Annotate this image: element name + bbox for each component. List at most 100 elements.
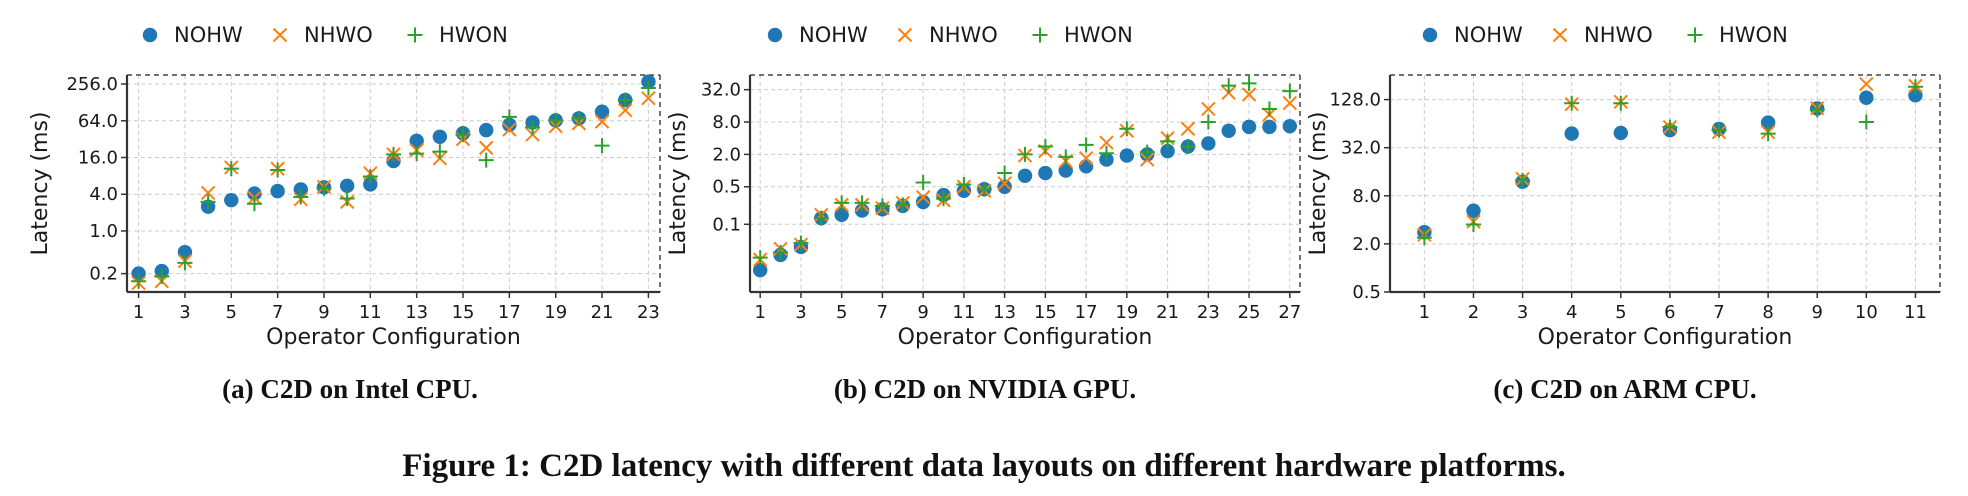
figure-caption: Figure 1: C2D latency with different dat… bbox=[402, 448, 1565, 484]
data-point-nohw bbox=[915, 194, 931, 210]
data-point-nohw bbox=[1282, 118, 1298, 134]
data-point-hwon bbox=[1261, 101, 1277, 117]
data-point-hwon bbox=[386, 146, 401, 162]
data-point-hwon bbox=[773, 244, 789, 260]
y-tick-label: 0.5 bbox=[1352, 282, 1381, 303]
data-point-hwon bbox=[1564, 95, 1580, 111]
data-point-hwon bbox=[1180, 139, 1196, 155]
data-point-hwon bbox=[936, 191, 952, 207]
data-point-hwon bbox=[1017, 146, 1033, 162]
data-point-hwon bbox=[895, 197, 911, 213]
data-point-nohw bbox=[131, 266, 146, 281]
y-tick-label: 2.0 bbox=[1352, 234, 1381, 255]
data-point-hwon bbox=[1221, 78, 1237, 94]
y-tick-label: 0.5 bbox=[712, 177, 741, 198]
data-point-hwon bbox=[915, 174, 931, 190]
legend-marker-nhwo bbox=[272, 27, 288, 43]
data-point-hwon bbox=[854, 195, 870, 211]
data-point-hwon bbox=[200, 194, 216, 210]
data-point-hwon bbox=[525, 119, 541, 135]
legend-marker-nohw bbox=[1422, 27, 1438, 43]
y-tick-label: 32.0 bbox=[1341, 138, 1381, 159]
data-point-nhwo bbox=[594, 114, 610, 129]
x-tick-label: 3 bbox=[179, 302, 190, 323]
legend-marker-nohw bbox=[142, 27, 158, 43]
data-point-nohw bbox=[409, 133, 424, 149]
data-point-nohw bbox=[363, 177, 378, 192]
x-axis-title: Operator Configuration bbox=[266, 325, 521, 350]
legend-label: NOHW bbox=[174, 23, 243, 47]
x-tick-label: 9 bbox=[318, 302, 329, 323]
x-tick-label: 1 bbox=[1419, 302, 1430, 323]
data-point-nohw bbox=[1241, 119, 1257, 135]
y-tick-label: 16.0 bbox=[78, 148, 118, 169]
data-point-hwon bbox=[956, 177, 972, 193]
data-point-nohw bbox=[1221, 123, 1236, 138]
data-point-nohw bbox=[1119, 148, 1135, 163]
data-point-nohw bbox=[247, 186, 262, 201]
data-point-hwon bbox=[640, 80, 656, 96]
x-tick-label: 27 bbox=[1278, 302, 1301, 323]
data-point-nhwo bbox=[1282, 95, 1298, 111]
data-point-hwon bbox=[874, 198, 890, 214]
data-point-hwon bbox=[1858, 114, 1874, 130]
x-tick-label: 5 bbox=[836, 302, 847, 323]
data-point-hwon bbox=[1058, 149, 1074, 165]
data-point-nhwo bbox=[618, 103, 633, 118]
x-tick-label: 21 bbox=[1156, 302, 1179, 323]
data-point-hwon bbox=[1037, 139, 1053, 155]
legend-marker-nohw bbox=[767, 27, 783, 43]
data-point-nohw bbox=[997, 179, 1012, 194]
data-point-hwon bbox=[1200, 114, 1216, 130]
data-point-hwon bbox=[1662, 119, 1678, 135]
data-point-hwon bbox=[293, 189, 309, 205]
x-tick-label: 17 bbox=[1075, 302, 1098, 323]
legend: NOHW NHWO HWON bbox=[142, 23, 508, 47]
data-point-nohw bbox=[177, 244, 193, 260]
data-point-nohw bbox=[1038, 165, 1053, 181]
legend-label: NOHW bbox=[799, 23, 868, 47]
x-tick-label: 21 bbox=[591, 302, 614, 323]
data-point-hwon bbox=[455, 127, 471, 143]
data-point-hwon bbox=[1907, 79, 1923, 95]
panel-arm-cpu: 1 2 3 4 5 6 7 8 9 10 11 0.5 2.0 8.0 32.0 128.0 Operator … bbox=[1306, 23, 1941, 404]
data-point-hwon bbox=[270, 162, 286, 178]
panel-intel-cpu: 1 3 5 7 9 11 13 15 17 19 21 230.21.04.016.064.0256.… bbox=[28, 23, 661, 404]
data-point-nohw bbox=[293, 182, 309, 197]
x-tick-label: 19 bbox=[544, 302, 567, 323]
data-point-hwon bbox=[339, 191, 355, 207]
data-point-nhwo bbox=[641, 90, 656, 106]
x-tick-label: 11 bbox=[1904, 302, 1927, 323]
x-tick-label: 8 bbox=[1762, 302, 1773, 323]
data-point-hwon bbox=[813, 210, 829, 226]
x-tick-label: 13 bbox=[405, 302, 428, 323]
legend-marker-hwon bbox=[1032, 27, 1048, 43]
data-point-nohw bbox=[1908, 88, 1923, 103]
data-point-nohw bbox=[1859, 90, 1874, 105]
data-point-nhwo bbox=[915, 189, 931, 205]
y-tick-label: 2.0 bbox=[712, 144, 741, 165]
y-axis-title: Latency (ms) bbox=[666, 111, 691, 255]
x-tick-label: 2 bbox=[1468, 302, 1479, 323]
data-point-hwon bbox=[316, 180, 332, 196]
data-point-nhwo bbox=[1859, 76, 1874, 92]
data-point-hwon bbox=[1809, 102, 1825, 118]
data-point-nohw bbox=[1017, 168, 1033, 183]
panel-caption: (c) C2D on ARM CPU. bbox=[1493, 374, 1756, 404]
y-axis-title: Latency (ms) bbox=[1306, 111, 1331, 255]
x-tick-label: 23 bbox=[637, 302, 660, 323]
data-point-nohw bbox=[1466, 203, 1481, 218]
data-point-hwon bbox=[1711, 122, 1727, 138]
data-point-nohw bbox=[1058, 163, 1073, 178]
data-point-hwon bbox=[154, 268, 170, 284]
x-tick-label: 15 bbox=[452, 302, 475, 323]
legend-label: HWON bbox=[1719, 23, 1788, 47]
data-point-hwon bbox=[223, 161, 239, 177]
data-point-hwon bbox=[617, 92, 633, 108]
data-point-nohw bbox=[502, 117, 517, 132]
x-tick-label: 3 bbox=[1517, 302, 1528, 323]
x-axis-title: Operator Configuration bbox=[898, 325, 1153, 350]
x-tick-label: 5 bbox=[1615, 302, 1626, 323]
data-point-hwon bbox=[1416, 230, 1432, 246]
legend-label: NHWO bbox=[929, 23, 998, 47]
